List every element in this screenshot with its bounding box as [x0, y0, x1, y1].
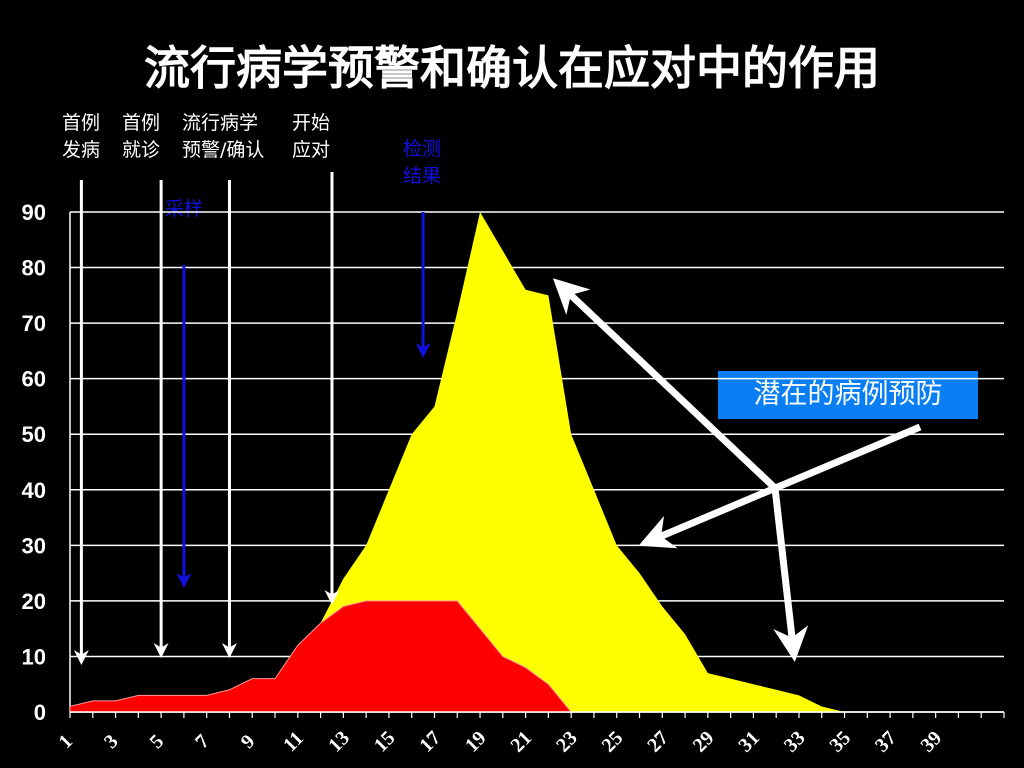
- event-label-first-onset: 首例 发病: [62, 112, 101, 161]
- x-tick-label: 13: [324, 727, 354, 757]
- event-label-sampling: 采样: [165, 198, 204, 220]
- x-tick-label: 1: [54, 730, 77, 753]
- x-tick-label: 27: [643, 727, 673, 757]
- x-tick-label: 39: [917, 727, 947, 757]
- x-tick-label: 31: [734, 727, 764, 757]
- area-cases-with-response: [69, 600, 573, 713]
- prevention-arrow-mid: [638, 423, 922, 549]
- y-tick-label: 50: [22, 422, 46, 447]
- x-tick-label: 7: [191, 730, 214, 753]
- y-tick-label: 40: [22, 478, 46, 503]
- y-tick-label: 80: [22, 256, 46, 281]
- event-label-test-result: 检测 结果: [403, 138, 442, 187]
- y-tick-label: 70: [22, 311, 46, 336]
- prevention-arrow-tail: [771, 487, 809, 662]
- x-tick-label: 21: [507, 727, 537, 757]
- event-label-start-response: 开始 应对: [292, 112, 331, 161]
- event-label-epi-alert: 流行病学 预警/确认: [182, 112, 265, 161]
- x-tick-label: 23: [552, 727, 582, 757]
- x-tick-label: 37: [871, 727, 901, 757]
- y-tick-label: 90: [22, 200, 46, 225]
- x-tick-label: 29: [689, 727, 719, 757]
- x-tick-label: 3: [100, 730, 123, 753]
- x-tick-label: 5: [146, 730, 169, 753]
- slide-title: 流行病学预警和确认在应对中的作用: [144, 41, 880, 95]
- x-tick-label: 35: [825, 727, 855, 757]
- x-tick-label: 19: [461, 727, 491, 757]
- x-tick-label: 9: [237, 730, 260, 753]
- x-tick-label: 25: [598, 727, 628, 757]
- y-tick-label: 10: [22, 644, 46, 669]
- prevention-arrow-peak: [552, 278, 778, 491]
- event-label-first-visit: 首例 就诊: [122, 112, 161, 161]
- y-tick-label: 0: [34, 700, 46, 725]
- x-tick-label: 17: [415, 727, 445, 757]
- x-tick-label: 33: [780, 727, 810, 757]
- y-tick-label: 60: [22, 367, 46, 392]
- area-total-cases: [70, 212, 868, 712]
- y-tick-label: 20: [22, 589, 46, 614]
- y-tick-label: 30: [22, 533, 46, 558]
- x-tick-label: 15: [370, 727, 400, 757]
- x-tick-label: 11: [279, 727, 308, 756]
